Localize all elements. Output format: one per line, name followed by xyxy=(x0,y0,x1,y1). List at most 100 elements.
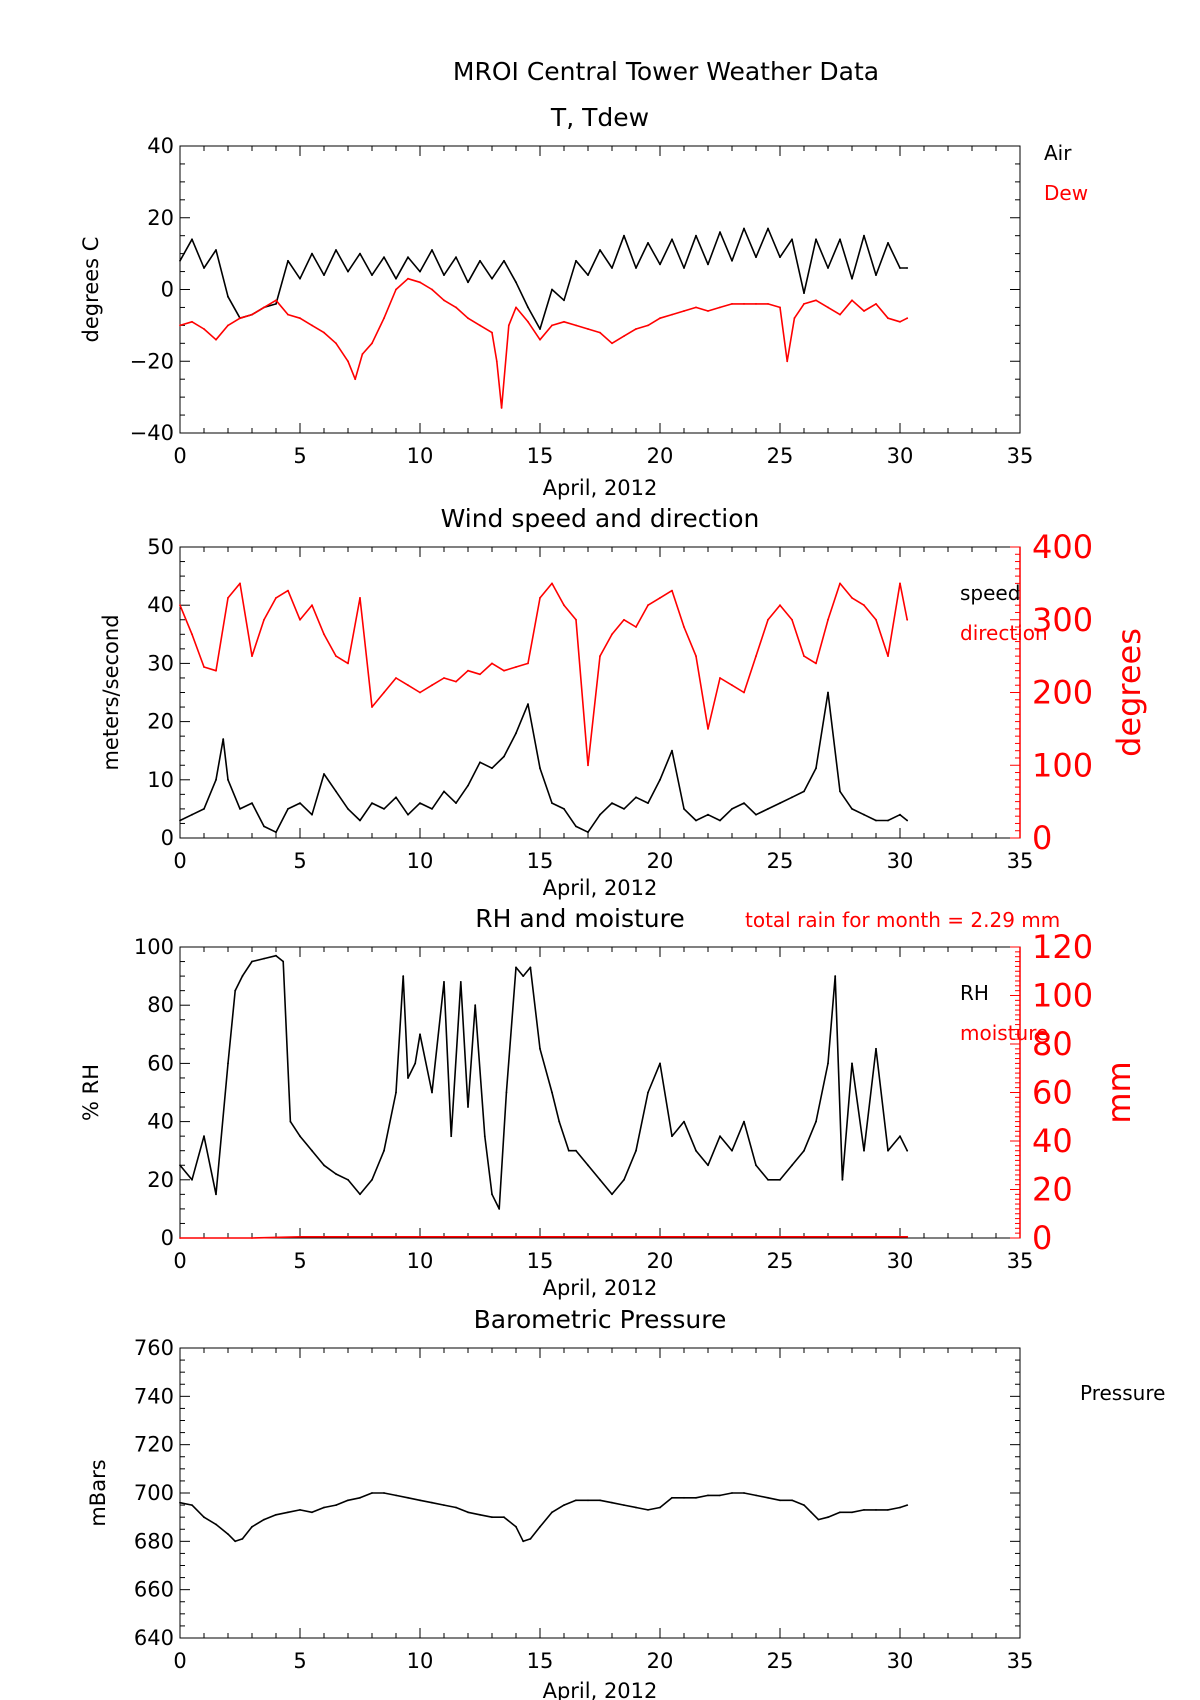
data-point xyxy=(587,328,589,330)
right-y-tick-label: 60 xyxy=(1032,1074,1073,1112)
data-point xyxy=(611,802,613,804)
data-point xyxy=(810,1511,813,1514)
data-point xyxy=(227,324,229,327)
right-axis-label: mm xyxy=(1100,1061,1138,1123)
right-y-tick-label: 40 xyxy=(1032,1122,1073,1160)
x-axis-label: April, 2012 xyxy=(543,476,658,500)
data-point xyxy=(551,1511,553,1514)
data-point xyxy=(635,328,637,330)
data-point xyxy=(371,342,373,345)
data-point xyxy=(215,1523,217,1526)
data-point xyxy=(311,252,313,255)
data-point xyxy=(251,1237,253,1239)
data-point xyxy=(539,338,541,341)
data-point xyxy=(755,1164,757,1167)
data-point xyxy=(827,267,829,269)
data-point xyxy=(875,1047,877,1050)
data-point xyxy=(311,324,313,327)
data-point xyxy=(803,1149,805,1152)
data-point xyxy=(203,328,205,330)
data-point xyxy=(671,749,673,752)
data-point xyxy=(683,267,685,269)
data-point xyxy=(671,1496,673,1499)
data-point xyxy=(599,1499,601,1502)
data-point xyxy=(227,295,229,298)
data-point xyxy=(215,249,217,251)
x-axis-label: April, 2012 xyxy=(543,1679,658,1700)
data-point xyxy=(287,1511,289,1514)
x-tick-label: 10 xyxy=(407,1249,434,1273)
data-point xyxy=(563,299,565,302)
data-point xyxy=(743,691,745,694)
data-point xyxy=(851,299,853,302)
data-point xyxy=(263,957,265,960)
data-point xyxy=(323,331,325,334)
data-point xyxy=(779,604,781,607)
y-axis-label: mBars xyxy=(86,1459,110,1526)
data-point xyxy=(755,655,757,657)
x-tick-label: 0 xyxy=(173,849,186,873)
data-point xyxy=(707,1164,709,1167)
data-point xyxy=(383,1149,385,1152)
data-point xyxy=(359,1193,361,1196)
data-point xyxy=(695,655,697,657)
right-y-tick-label: 80 xyxy=(1032,1025,1073,1063)
data-point xyxy=(395,677,397,679)
data-point xyxy=(863,234,865,237)
data-point xyxy=(299,618,301,621)
x-tick-label: 35 xyxy=(1007,849,1034,873)
data-point xyxy=(671,238,673,241)
data-point xyxy=(239,808,241,810)
data-point xyxy=(815,767,817,770)
data-point xyxy=(287,259,289,262)
data-point xyxy=(323,633,325,636)
data-point xyxy=(767,303,769,305)
data-point xyxy=(539,597,541,599)
data-point xyxy=(479,761,481,764)
data-point xyxy=(906,1149,909,1152)
data-point xyxy=(215,778,217,781)
data-point xyxy=(539,1047,541,1050)
panel-title: RH and moisture xyxy=(475,904,684,933)
data-point xyxy=(515,732,517,735)
x-tick-label: 5 xyxy=(293,444,306,468)
data-point xyxy=(263,1518,265,1521)
y-tick-label: 60 xyxy=(147,1051,174,1075)
data-point xyxy=(611,342,613,345)
data-point xyxy=(479,259,481,262)
data-point xyxy=(467,317,469,320)
data-point xyxy=(479,673,481,676)
data-point xyxy=(383,808,385,810)
data-point xyxy=(263,825,265,828)
series-line-direction xyxy=(179,582,908,767)
data-point xyxy=(179,819,181,822)
data-point xyxy=(529,966,532,969)
data-point xyxy=(899,582,901,585)
data-point xyxy=(599,1178,601,1181)
data-point xyxy=(459,981,462,983)
data-point xyxy=(498,1208,501,1210)
data-point xyxy=(383,256,385,259)
data-point xyxy=(251,802,253,804)
x-tick-label: 20 xyxy=(647,444,674,468)
data-point xyxy=(179,1237,181,1239)
data-point xyxy=(227,778,229,781)
data-point xyxy=(743,303,745,305)
data-point xyxy=(359,252,361,255)
data-point xyxy=(215,669,217,672)
x-tick-label: 25 xyxy=(767,444,794,468)
data-point xyxy=(539,1525,541,1528)
data-point xyxy=(191,320,193,323)
data-point xyxy=(575,825,577,828)
data-point xyxy=(767,1178,769,1181)
y-tick-label: 80 xyxy=(147,993,174,1017)
data-point xyxy=(455,802,457,804)
y-tick-label: 760 xyxy=(134,1336,174,1360)
x-tick-label: 25 xyxy=(767,1649,794,1673)
data-point xyxy=(505,1091,508,1094)
data-point xyxy=(479,1513,481,1516)
panel-title: Wind speed and direction xyxy=(441,504,760,533)
data-point xyxy=(299,1235,301,1238)
data-point xyxy=(551,324,553,327)
data-point xyxy=(906,317,909,320)
